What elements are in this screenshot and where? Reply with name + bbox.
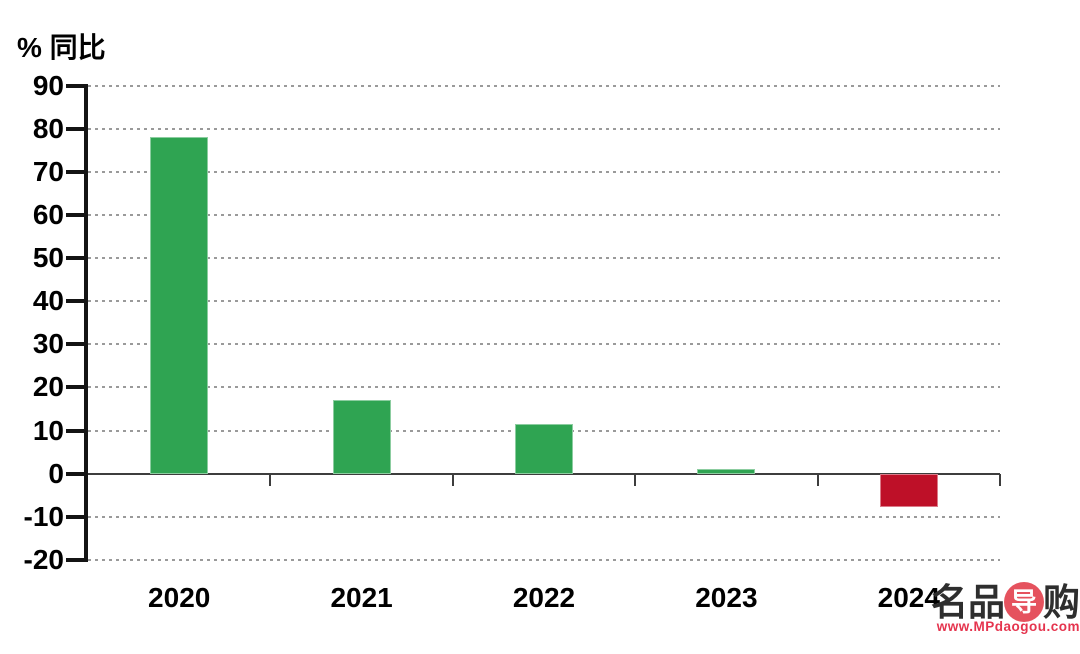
x-axis-baseline bbox=[88, 472, 1000, 475]
y-axis-tick-70 bbox=[66, 170, 88, 175]
brand-text-right: 购 bbox=[1043, 581, 1080, 623]
y-tick-label-80: 80 bbox=[32, 113, 64, 145]
bar-2022 bbox=[515, 424, 573, 474]
x-tick-label-2020: 2020 bbox=[148, 582, 211, 613]
x-tick-label-2022: 2022 bbox=[512, 582, 576, 613]
bar-2020 bbox=[150, 136, 209, 474]
x-axis-tick-4 bbox=[816, 473, 819, 486]
y-tick-label-90: 90 bbox=[32, 70, 64, 101]
y-axis-tick--20 bbox=[66, 557, 88, 562]
y-axis-tick-20 bbox=[66, 385, 88, 390]
y-axis-tick-10 bbox=[66, 428, 88, 433]
y-tick-label--10: -10 bbox=[23, 500, 64, 532]
y-axis-tick-40 bbox=[66, 299, 88, 304]
y-tick-label-20: 20 bbox=[32, 371, 64, 403]
y-axis-title: % 同比 bbox=[17, 32, 106, 63]
x-tick-label-2021: 2021 bbox=[330, 582, 393, 613]
y-tick-label-50: 50 bbox=[32, 242, 64, 274]
x-tick-label-2024: 2024 bbox=[877, 582, 940, 613]
y-axis-tick--10 bbox=[66, 514, 88, 519]
x-axis-tick-1 bbox=[269, 473, 272, 486]
bar-2024 bbox=[879, 473, 938, 508]
gridline-20 bbox=[88, 386, 1000, 389]
x-axis-tick-3 bbox=[634, 473, 637, 486]
gridline-50 bbox=[88, 257, 1000, 260]
y-axis-tick-90 bbox=[66, 84, 88, 88]
x-axis-tick-5 bbox=[999, 473, 1001, 486]
gridline--20 bbox=[88, 558, 1000, 561]
y-axis-line bbox=[84, 84, 88, 562]
y-axis-tick-50 bbox=[66, 256, 88, 261]
y-tick-label-0: 0 bbox=[48, 457, 64, 489]
y-axis-tick-80 bbox=[66, 127, 88, 132]
brand-circle-icon: 导 bbox=[1004, 582, 1044, 622]
x-axis-tick-2 bbox=[451, 473, 454, 486]
y-tick-label-10: 10 bbox=[32, 414, 64, 446]
y-tick-label-60: 60 bbox=[32, 199, 64, 231]
gridline-30 bbox=[88, 343, 1000, 346]
watermark-logo: 名品 导 购 www.MPdaogou.com bbox=[931, 582, 1080, 634]
watermark-url: www.MPdaogou.com bbox=[936, 619, 1080, 634]
bar-2021 bbox=[332, 399, 391, 474]
x-tick-label-2023: 2023 bbox=[695, 582, 758, 613]
gridline-60 bbox=[88, 214, 1000, 217]
brand-text-left: 名品 bbox=[931, 581, 1005, 623]
y-tick-label--20: -20 bbox=[23, 543, 64, 575]
brand-circle-char: 导 bbox=[1010, 587, 1037, 617]
y-axis-tick-60 bbox=[66, 213, 88, 218]
gridline-80 bbox=[88, 128, 1000, 131]
gridline-90 bbox=[88, 85, 1000, 87]
watermark-brand-row: 名品 导 购 bbox=[931, 582, 1080, 622]
gridline-70 bbox=[88, 171, 1000, 174]
y-axis-tick-0 bbox=[66, 471, 88, 476]
y-tick-label-30: 30 bbox=[32, 328, 64, 360]
gridline-40 bbox=[88, 300, 1000, 303]
gridline--10 bbox=[88, 515, 1000, 518]
bar-2023 bbox=[697, 468, 756, 474]
y-tick-label-70: 70 bbox=[32, 156, 64, 188]
y-tick-label-40: 40 bbox=[32, 285, 64, 317]
y-axis-tick-30 bbox=[66, 342, 88, 347]
